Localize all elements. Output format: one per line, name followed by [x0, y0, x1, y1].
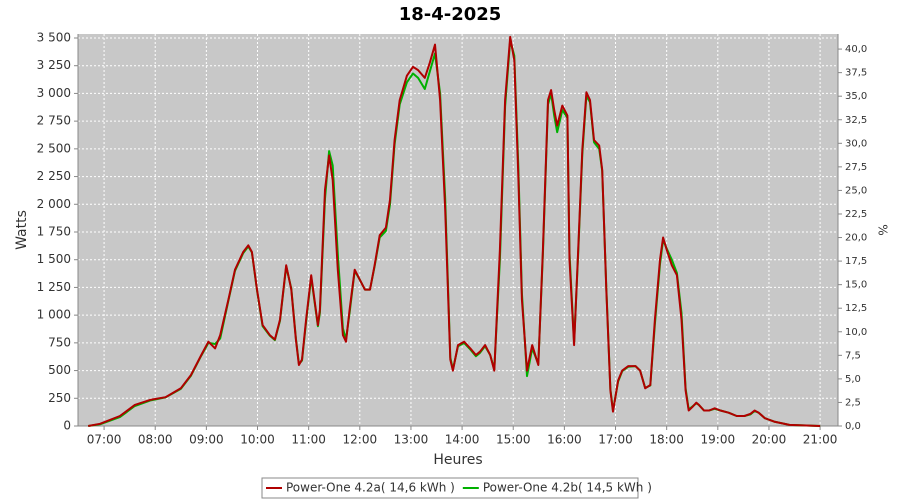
- x-tick-label: 09:00: [189, 433, 224, 447]
- y2-tick-label: 2,5: [845, 397, 861, 408]
- x-tick-label: 10:00: [240, 433, 275, 447]
- y-axis-label: Watts: [14, 210, 30, 250]
- x-tick-label: 21:00: [803, 433, 838, 447]
- legend-label: Power-One 4.2a( 14,6 kWh ): [286, 481, 455, 495]
- y-tick-label: 2 500: [37, 141, 71, 155]
- legend-label: Power-One 4.2b( 14,5 kWh ): [483, 481, 652, 495]
- y-tick-label: 3 000: [37, 86, 71, 100]
- x-tick-label: 08:00: [138, 433, 173, 447]
- y-tick-label: 0: [63, 419, 71, 433]
- legend: [261, 477, 639, 499]
- y2-tick-label: 22,5: [845, 209, 867, 220]
- y2-tick-label: 32,5: [845, 115, 867, 126]
- y2-tick-label: 7,5: [845, 350, 861, 361]
- y-tick-label: 2 000: [37, 197, 71, 211]
- y2-tick-label: 40,0: [845, 44, 867, 55]
- y2-tick-label: 12,5: [845, 303, 867, 314]
- x-tick-label: 18:00: [649, 433, 684, 447]
- series-line: [88, 35, 821, 427]
- y-tick-label: 1 750: [37, 224, 71, 238]
- y2-axis-label: %: [876, 224, 890, 235]
- x-tick-label: 11:00: [291, 433, 326, 447]
- y2-tick-label: 17,5: [845, 256, 867, 267]
- y-tick-label: 750: [48, 335, 71, 349]
- x-tick-label: 12:00: [343, 433, 378, 447]
- x-tick-label: 17:00: [598, 433, 633, 447]
- y2-tick-label: 30,0: [845, 138, 867, 149]
- x-tick-label: 15:00: [496, 433, 531, 447]
- y2-tick-label: 25,0: [845, 185, 867, 196]
- y-tick-label: 1 250: [37, 280, 71, 294]
- y2-tick-label: 0,0: [845, 421, 861, 432]
- y2-tick-label: 5,0: [845, 374, 861, 385]
- y-tick-label: 1 500: [37, 252, 71, 266]
- y-tick-label: 2 250: [37, 169, 71, 183]
- x-axis-label: Heures: [433, 452, 482, 468]
- y-tick-label: 250: [48, 391, 71, 405]
- y2-tick-label: 35,0: [845, 91, 867, 102]
- x-tick-label: 16:00: [547, 433, 582, 447]
- x-tick-label: 13:00: [394, 433, 429, 447]
- plot-area: [78, 34, 838, 426]
- y2-tick-label: 20,0: [845, 233, 867, 244]
- y2-tick-label: 27,5: [845, 162, 867, 173]
- y-tick-label: 3 250: [37, 58, 71, 72]
- y2-tick-label: 37,5: [845, 68, 867, 79]
- y2-tick-label: 10,0: [845, 327, 867, 338]
- y-tick-label: 1 000: [37, 308, 71, 322]
- y-tick-label: 500: [48, 363, 71, 377]
- x-tick-label: 14:00: [445, 433, 480, 447]
- x-tick-label: 07:00: [87, 433, 122, 447]
- y-tick-label: 2 750: [37, 114, 71, 128]
- y2-tick-label: 15,0: [845, 280, 867, 291]
- y-tick-label: 3 500: [37, 30, 71, 44]
- chart-title: 18-4-2025: [399, 4, 502, 25]
- x-tick-label: 19:00: [701, 433, 736, 447]
- x-tick-label: 20:00: [752, 433, 787, 447]
